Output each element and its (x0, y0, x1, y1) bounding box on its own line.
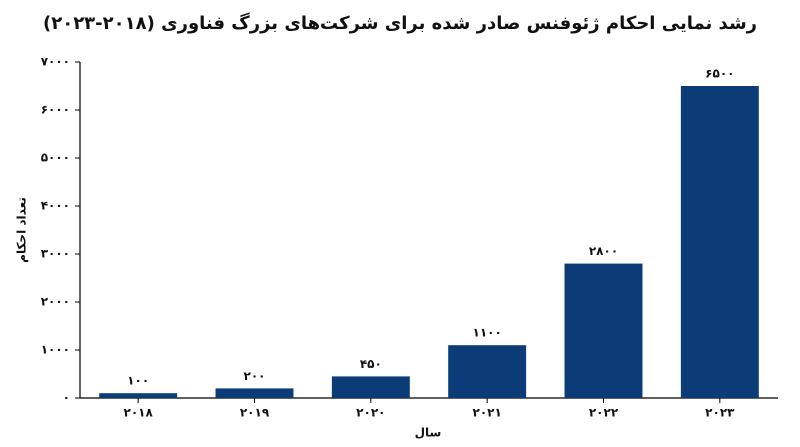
y-tick-label: ۰ (63, 391, 70, 405)
value-label: ۱۱۰۰ (473, 326, 502, 340)
y-tick-label: ۵۰۰۰ (41, 151, 70, 165)
chart-title: رشد نمایی احکام ژئوفنس صادر شده برای شرک… (43, 12, 757, 34)
y-tick-label: ۲۰۰۰ (41, 295, 70, 309)
value-label: ۱۰۰ (127, 374, 149, 388)
bar (99, 393, 178, 398)
bar (448, 345, 527, 398)
x-tick-label: ۲۰۲۳ (705, 406, 735, 420)
y-tick-label: ۷۰۰۰ (41, 55, 70, 69)
x-tick-label: ۲۰۲۱ (473, 406, 502, 420)
value-label: ۲۰۰ (244, 369, 266, 383)
x-tick-label: ۲۰۲۰ (356, 406, 385, 420)
x-tick-label: ۲۰۱۸ (124, 406, 154, 420)
value-label: ۶۵۰۰ (705, 67, 734, 81)
y-axis-label: تعداد احکام (15, 197, 30, 263)
value-label: ۲۸۰۰ (589, 244, 618, 258)
y-tick-label: ۶۰۰۰ (41, 103, 70, 117)
y-tick-label: ۱۰۰۰ (41, 343, 70, 357)
x-axis-label: سال (415, 426, 442, 440)
x-tick-label: ۲۰۱۹ (240, 406, 270, 420)
y-tick-label: ۴۰۰۰ (41, 199, 70, 213)
bar (564, 263, 643, 398)
x-tick-label: ۲۰۲۲ (589, 406, 619, 420)
y-tick-label: ۳۰۰۰ (41, 247, 70, 261)
bar (215, 388, 294, 398)
value-label: ۴۵۰ (360, 357, 382, 371)
bar (331, 376, 410, 398)
bar (680, 86, 759, 398)
